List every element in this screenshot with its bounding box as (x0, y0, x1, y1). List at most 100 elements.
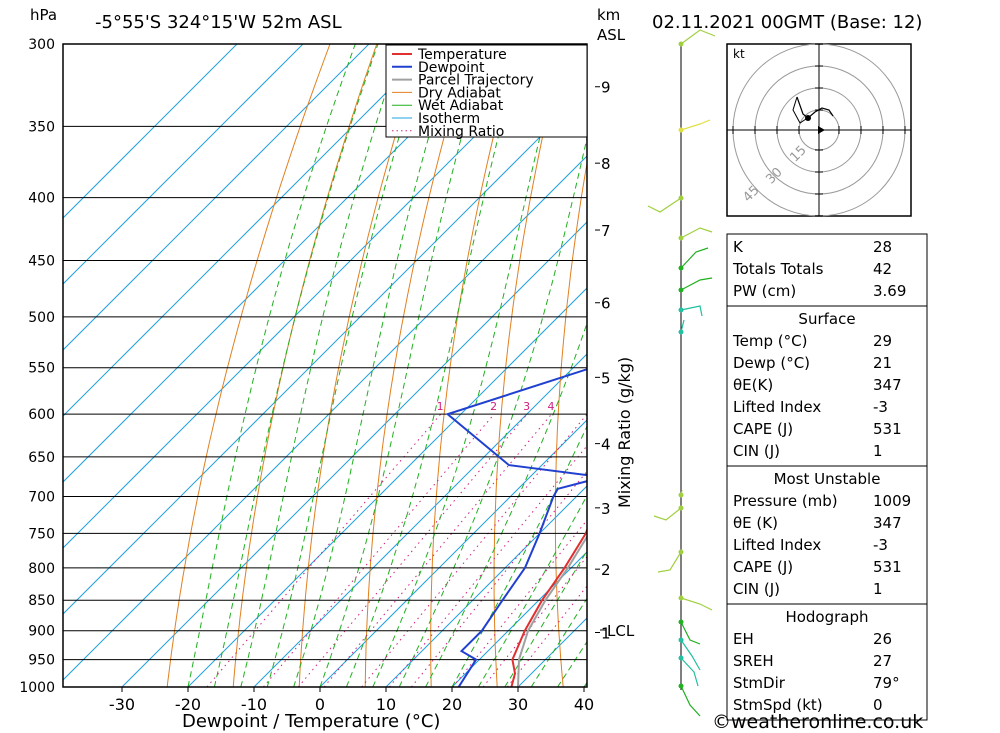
indices-table-title: Most Unstable (774, 470, 881, 488)
pressure-unit-label: hPa (30, 6, 57, 24)
legend-label: Temperature (417, 47, 507, 63)
wind-barb (680, 119, 711, 131)
wind-barb-dot (678, 287, 684, 293)
indices-table (726, 603, 928, 721)
indices-table (726, 305, 928, 467)
indices-row-label: CAPE (J) (733, 420, 793, 438)
indices-row-label: Temp (°C) (732, 332, 807, 350)
wind-barb (680, 621, 701, 645)
height-tick-label: 3 (601, 500, 611, 518)
dry-adiabat-line (936, 44, 1000, 687)
wind-barb-dot (678, 492, 684, 498)
wind-barb (680, 597, 713, 611)
temperature-tick-label: 0 (315, 695, 325, 714)
height-tick-label: 2 (601, 561, 611, 579)
mixing-ratio-line (482, 555, 587, 687)
wind-barb-dot (678, 505, 684, 511)
legend-label: Wet Adiabat (418, 98, 504, 114)
wind-barb (653, 507, 682, 521)
indices-row-label: CAPE (J) (733, 558, 793, 576)
mixing-ratio-axis-title: Mixing Ratio (g/kg) (615, 357, 634, 508)
legend-label: Dewpoint (418, 60, 485, 76)
indices-row-value: -3 (873, 536, 888, 554)
indices-row-value: 3.69 (873, 282, 906, 300)
isotherm-line (385, 485, 587, 687)
indices-row-value: 347 (873, 514, 902, 532)
indices-row-label: Lifted Index (733, 398, 821, 416)
wind-barb-dot (678, 127, 684, 133)
pressure-tick-label: 350 (28, 119, 55, 135)
indices-row-label: Dewp (°C) (733, 354, 810, 372)
indices-table-title: Hodograph (785, 608, 868, 626)
indices-row-label: EH (733, 630, 754, 648)
hodograph-trace (796, 96, 834, 119)
indices-row-value: 28 (873, 238, 892, 256)
parcel-trajectory-line (517, 534, 587, 687)
temperature-tick-label: 30 (508, 695, 528, 714)
temperature-tick-label: 20 (442, 695, 462, 714)
isotherm-line (63, 44, 568, 549)
height-tick-label: 9 (601, 79, 611, 97)
pressure-tick-label: 450 (28, 254, 55, 270)
pressure-tick-label: 500 (28, 310, 55, 326)
hodograph-storm-point (805, 115, 811, 121)
wind-profile (647, 29, 716, 717)
wind-barb (680, 305, 703, 317)
indices-row-label: StmDir (733, 674, 786, 692)
indices-row-label: Totals Totals (732, 260, 824, 278)
isotherm-line (63, 44, 304, 285)
wind-barb-dot (678, 683, 684, 689)
pressure-tick-label: 850 (28, 593, 55, 609)
indices-row-value: 26 (873, 630, 892, 648)
wind-barb-dot (678, 329, 684, 335)
indices-row-label: Pressure (mb) (733, 492, 838, 510)
temperature-tick-label: -10 (241, 695, 267, 714)
wet-adiabat-line (266, 44, 429, 687)
wind-barb (680, 29, 716, 45)
isotherm-line (319, 419, 587, 687)
datetime-title: 02.11.2021 00GMT (Base: 12) (652, 12, 922, 33)
indices-row-label: CIN (J) (733, 442, 780, 460)
legend-label: Parcel Trajectory (418, 73, 534, 89)
wind-barb-dot (678, 307, 684, 313)
location-title: -5°55'S 324°15'W 52m ASL (95, 12, 342, 33)
isotherm-line (63, 89, 587, 615)
wind-barb-dot (678, 655, 684, 661)
isotherm-line (63, 44, 370, 351)
indices-row-label: K (733, 238, 744, 256)
hodograph: kt 15 30 45 (726, 43, 912, 217)
height-axis: 9 8 7 6 5 4 3 2 1 (595, 79, 611, 643)
wind-barb (680, 657, 699, 687)
indices-row-value: 531 (873, 558, 902, 576)
wind-barb (680, 277, 713, 291)
indices-row-label: θE(K) (733, 376, 773, 394)
wet-adiabat-line (345, 44, 524, 687)
dry-adiabat-line (672, 44, 704, 687)
wind-barb (680, 685, 701, 717)
dry-adiabat-line (364, 44, 471, 687)
indices-row-label: CIN (J) (733, 580, 780, 598)
indices-panel: K 28 Totals Totals 42 PW (cm) 3.69 Surface Temp… (726, 233, 928, 721)
temperature-tick-label: 10 (376, 695, 396, 714)
pressure-tick-label: 400 (28, 191, 55, 207)
indices-row-value: 21 (873, 354, 892, 372)
indices-row-label: StmSpd (kt) (733, 696, 823, 714)
wind-barb (680, 639, 701, 671)
height-tick-label: 5 (601, 369, 611, 387)
wind-barb-dot (678, 235, 684, 241)
wind-barb (657, 551, 682, 573)
mixing-ratio-labels: 1 2 3 4 (437, 400, 555, 413)
wet-adiabat-line (372, 44, 564, 687)
pressure-tick-label: 950 (28, 653, 55, 669)
indices-row-label: PW (cm) (733, 282, 796, 300)
pressure-tick-label: 300 (28, 37, 55, 53)
indices-row-value: 0 (873, 696, 883, 714)
isotherm-line (63, 44, 238, 219)
height-tick-label: 7 (601, 222, 611, 240)
hodograph-unit: kt (733, 47, 745, 61)
dewpoint-line (445, 368, 587, 687)
pressure-tick-label: 750 (28, 526, 55, 542)
isotherm-line (121, 221, 587, 687)
pressure-tick-label: 700 (28, 490, 55, 506)
